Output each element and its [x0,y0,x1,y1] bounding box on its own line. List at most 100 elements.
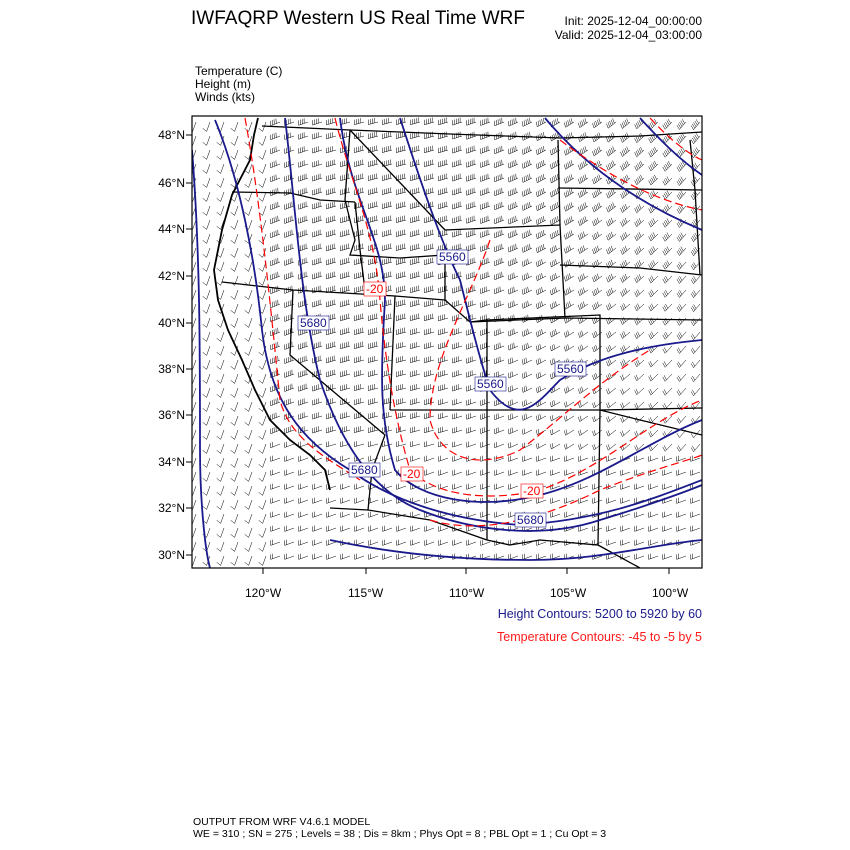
wind-barb [536,117,547,127]
wind-barb [564,287,575,296]
wind-barb [216,415,225,426]
wind-barb [592,497,603,504]
wind-barb [634,317,645,325]
wind-barb [368,369,379,377]
wind-barb [620,317,631,325]
wind-barb [284,426,295,434]
wind-barb [216,485,225,496]
wind-barb [396,483,407,490]
valid-time: Valid: 2025-12-04_03:00:00 [554,28,702,42]
wind-barb [354,441,365,447]
wind-barb [396,539,407,546]
wind-barb [354,215,365,223]
wind-barb [396,369,407,377]
wind-barb [466,229,477,238]
wind-barb [326,271,337,280]
wind-barb [258,429,267,440]
wind-barb [648,539,659,546]
wind-barb [284,257,295,266]
wind-barb [480,215,491,224]
wind-barb [410,131,421,139]
wind-barb [244,289,253,300]
wind-barb [340,370,351,378]
wind-barb [244,555,253,566]
wind-barb [258,555,267,566]
wind-barb [578,401,589,408]
wind-barb [258,485,267,496]
wind-barb [230,443,239,454]
wind-barb [564,174,575,184]
wind-barb [438,370,449,378]
wind-barb [578,525,589,532]
wind-barb [438,342,449,350]
wind-barb [578,415,589,422]
wind-barb [620,188,631,199]
wind-barb [494,117,505,127]
wind-barb [592,401,603,409]
wind-barb [284,174,295,182]
wind-barb [340,412,351,420]
wind-barb [258,499,267,510]
wind-barb [382,539,393,546]
lon-tick: 115°W [348,586,384,600]
wind-barb [438,384,449,392]
wind-barb [494,511,505,518]
wind-barb [606,287,617,297]
wind-barb [438,243,449,252]
wind-barb [410,398,421,405]
wind-barb [676,345,687,354]
wind-barb [676,246,687,256]
wind-barb [508,427,519,435]
wind-barb [340,398,351,406]
wind-barb [676,415,687,424]
wind-barb [382,425,393,433]
wind-barb [564,455,575,462]
wind-barb [354,384,365,391]
wind-barb [202,233,211,244]
wind-barb [424,131,435,140]
wind-barb [410,356,421,363]
wind-barb [522,173,533,183]
wind-barb [368,383,379,391]
wind-barb [620,359,631,367]
lat-tick: 34°N [158,455,185,469]
wind-barb [410,243,421,251]
wind-barb [192,513,197,524]
wind-barb [230,289,239,300]
wind-barb [634,373,645,381]
wind-barb [192,359,197,370]
wind-barb [452,328,463,336]
wind-barb [230,513,239,524]
wind-barb [536,145,547,155]
wind-barb [606,358,617,367]
wind-barb [466,173,477,182]
wind-barb [298,369,309,378]
wind-barb [648,303,659,312]
lon-tick: 110°W [449,586,485,600]
wind-barb [258,471,267,482]
wind-barb [312,229,323,238]
wind-barb [648,511,659,518]
wind-barb [340,229,351,238]
wind-barb [244,261,253,272]
wind-barb [270,271,281,281]
wind-barb [480,469,491,476]
wind-barb [536,328,547,337]
wind-barb [382,243,393,251]
wind-barb [578,273,589,282]
wind-barb [438,271,449,280]
wind-barb [662,275,673,284]
wind-barb [536,399,547,407]
wind-barb [494,271,505,281]
wind-barb [494,173,505,183]
wind-barb [522,455,533,462]
wind-barb [494,300,505,309]
wind-barb [620,132,631,143]
wind-barb [536,442,547,449]
wind-barb [284,327,295,336]
wind-barb [522,342,533,351]
wind-barb [230,457,239,468]
wind-barb [326,426,337,434]
lat-tick: 48°N [158,128,185,142]
wind-barb [620,259,631,269]
